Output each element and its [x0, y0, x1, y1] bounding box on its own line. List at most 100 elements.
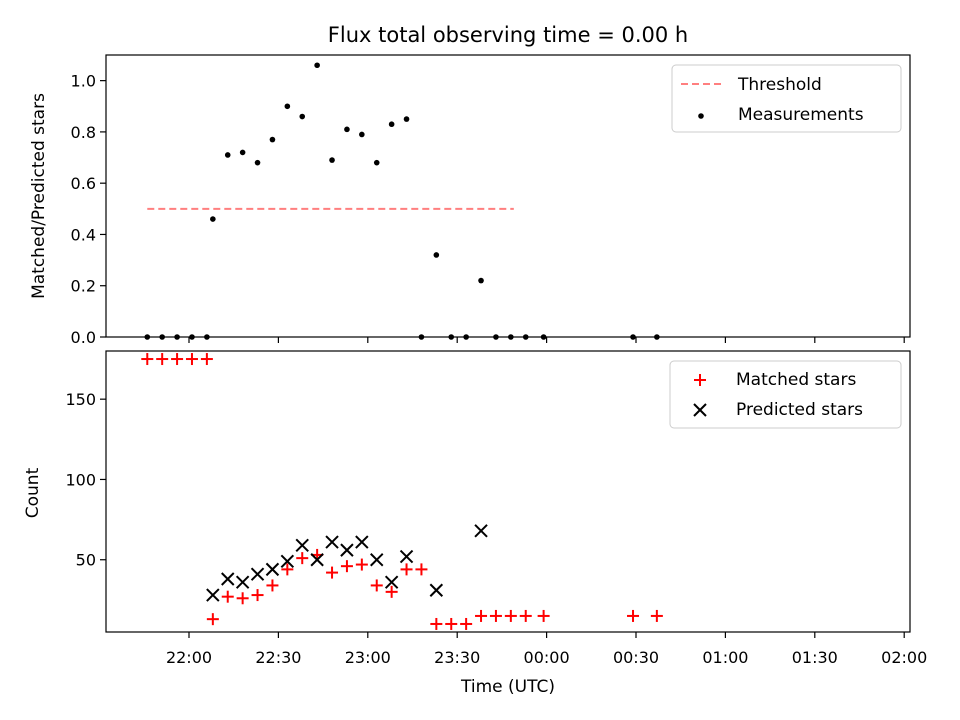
point-predicted-stars-4 — [265, 562, 280, 577]
chart-title: Flux total observing time = 0.00 h — [328, 23, 688, 47]
point-predicted-stars-0 — [206, 588, 220, 602]
point-matched-stars-23 — [475, 609, 488, 622]
point-predicted-stars-15 — [474, 524, 488, 538]
point-predicted-stars-10 — [355, 535, 369, 549]
x-tick-label-6: 01:00 — [702, 648, 748, 667]
point-predicted-stars-3 — [250, 567, 265, 581]
legend-measurements-swatch — [698, 113, 704, 119]
point-measurements-16 — [373, 159, 380, 166]
point-matched-stars-24 — [489, 609, 502, 622]
ratio-axes: 0.0 0.2 0.4 0.6 0.8 1.0 — [71, 72, 905, 347]
point-measurements-14 — [344, 126, 350, 133]
y-tick-label-0-5: 1.0 — [71, 72, 96, 91]
point-matched-stars-21 — [445, 617, 458, 630]
point-measurements-13 — [329, 157, 335, 163]
count-plot-frame — [105, 350, 911, 633]
point-predicted-stars-9 — [340, 543, 354, 557]
x-tick-label-8: 02:00 — [881, 648, 927, 667]
y-tick-label-0-0: 0.0 — [71, 328, 96, 347]
point-measurements-23 — [478, 277, 484, 284]
legend-measurements-label: Measurements — [738, 105, 864, 125]
y-tick-label-0-2: 0.4 — [71, 225, 96, 244]
ratio-series-group — [144, 62, 660, 340]
point-matched-stars-0 — [141, 353, 154, 366]
point-measurements-17 — [388, 121, 395, 128]
x-tick-label-7: 01:30 — [792, 648, 838, 667]
y-tick-label-0-1: 0.2 — [71, 277, 96, 296]
x-tick-label-2: 23:00 — [345, 648, 391, 667]
point-matched-stars-18 — [400, 563, 413, 576]
ratio-panel: 0.0 0.2 0.4 0.6 0.8 1.0 Matched/Predicted sta… — [29, 54, 911, 347]
point-predicted-stars-8 — [325, 535, 339, 549]
legend-matched-label: Matched stars — [736, 370, 856, 390]
point-predicted-stars-14 — [429, 583, 444, 597]
point-measurements-10 — [284, 103, 291, 110]
legend-matched-swatch — [694, 374, 706, 386]
point-predicted-stars-6 — [295, 538, 309, 552]
point-matched-stars-5 — [206, 613, 219, 626]
point-matched-stars-2 — [171, 353, 184, 366]
y-tick-label-1-2: 150 — [65, 390, 96, 409]
point-measurements-20 — [433, 252, 440, 258]
x-tick-label-5: 00:30 — [613, 648, 659, 667]
point-matched-stars-27 — [537, 609, 550, 622]
point-matched-stars-8 — [251, 589, 264, 602]
point-measurements-8 — [254, 159, 261, 166]
point-matched-stars-6 — [221, 590, 234, 603]
ratio-legend: Threshold Measurements — [671, 64, 902, 133]
x-axis: 22:00 22:30 23:00 23:30 00:00 00:30 01:00 01:30… — [166, 648, 927, 667]
point-predicted-stars-1 — [221, 572, 235, 586]
legend-predicted-label: Predicted stars — [736, 400, 863, 420]
point-measurements-11 — [299, 113, 306, 120]
point-matched-stars-28 — [627, 609, 640, 622]
point-matched-stars-3 — [185, 353, 198, 366]
x-axis-label: Time (UTC) — [460, 677, 555, 697]
ratio-legend-box — [671, 64, 902, 133]
point-predicted-stars-13 — [399, 549, 414, 564]
y-tick-label-1-1: 100 — [65, 470, 96, 489]
point-matched-stars-16 — [370, 579, 383, 592]
point-measurements-6 — [224, 152, 231, 158]
point-matched-stars-13 — [326, 566, 339, 579]
point-matched-stars-20 — [430, 617, 443, 630]
ratio-plot-frame — [105, 54, 911, 338]
count-y-axis-label: Count — [23, 467, 43, 518]
point-measurements-12 — [314, 62, 320, 69]
point-matched-stars-11 — [296, 552, 309, 565]
point-matched-stars-29 — [650, 609, 663, 622]
legend-predicted-swatch — [693, 403, 707, 417]
y-tick-label-0-3: 0.6 — [71, 174, 96, 193]
point-predicted-stars-7 — [310, 553, 324, 567]
point-matched-stars-22 — [460, 617, 473, 630]
point-matched-stars-26 — [519, 609, 532, 622]
y-tick-label-1-0: 50 — [76, 551, 96, 570]
x-tick-label-0: 22:00 — [166, 648, 212, 667]
point-measurements-15 — [359, 131, 365, 138]
count-series-group — [141, 353, 663, 630]
count-legend-box — [669, 360, 902, 429]
count-panel: 50 100 150 Count Matched stars Predicted s… — [23, 350, 911, 638]
x-tick-label-3: 23:30 — [434, 648, 480, 667]
x-tick-label-4: 00:00 — [524, 648, 570, 667]
point-matched-stars-10 — [281, 563, 294, 576]
point-measurements-7 — [239, 149, 246, 156]
y-tick-label-0-4: 0.8 — [71, 123, 96, 142]
point-measurements-9 — [269, 136, 276, 143]
x-tick-label-1: 22:30 — [255, 648, 301, 667]
point-predicted-stars-11 — [370, 553, 384, 567]
point-predicted-stars-5 — [280, 554, 295, 569]
point-matched-stars-19 — [415, 563, 428, 576]
point-measurements-5 — [210, 216, 216, 222]
point-matched-stars-14 — [340, 560, 353, 573]
point-matched-stars-1 — [156, 353, 169, 366]
point-predicted-stars-12 — [384, 575, 399, 589]
point-measurements-18 — [403, 116, 410, 122]
count-axes: 50 100 150 — [65, 390, 905, 638]
point-matched-stars-4 — [200, 353, 213, 366]
legend-threshold-label: Threshold — [737, 75, 822, 95]
ratio-y-axis-label: Matched/Predicted stars — [29, 93, 49, 299]
point-matched-stars-15 — [355, 558, 368, 571]
point-predicted-stars-2 — [235, 575, 250, 589]
point-matched-stars-9 — [266, 579, 279, 592]
